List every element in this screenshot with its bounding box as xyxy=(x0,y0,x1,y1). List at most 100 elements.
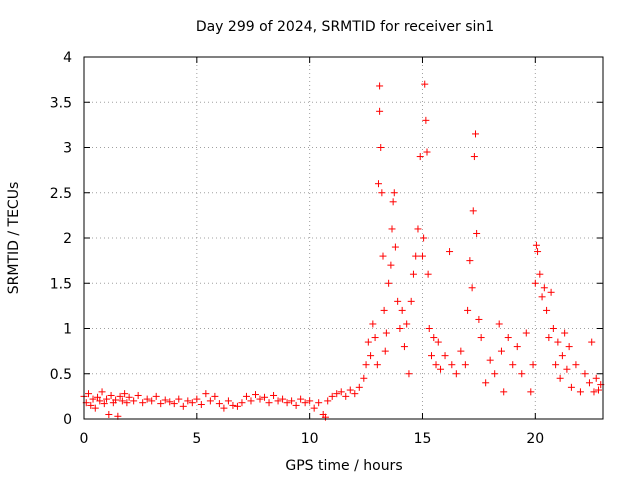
axis-ticks: 0 5 10 15 20 0 0.5 1 1.5 2 2.5 3 3.5 4 xyxy=(50,50,603,447)
data-point xyxy=(87,401,95,409)
data-point xyxy=(518,370,526,378)
data-point xyxy=(380,306,388,314)
data-point xyxy=(351,390,359,398)
data-point xyxy=(398,306,406,314)
data-point xyxy=(157,400,165,408)
data-point xyxy=(504,334,512,342)
data-point xyxy=(532,241,540,249)
data-point xyxy=(407,297,415,305)
data-point xyxy=(391,243,399,251)
x-tick-label: 5 xyxy=(192,431,201,447)
data-point xyxy=(184,397,192,405)
data-point xyxy=(513,343,521,351)
data-point xyxy=(105,410,113,418)
data-point xyxy=(387,261,395,269)
data-point xyxy=(466,257,474,265)
data-point xyxy=(376,82,384,90)
data-point xyxy=(545,334,553,342)
data-point xyxy=(292,401,300,409)
data-point xyxy=(482,379,490,387)
data-point xyxy=(491,370,499,378)
data-point xyxy=(403,320,411,328)
data-point xyxy=(283,399,291,407)
y-tick-label: 0.5 xyxy=(50,367,72,383)
data-point xyxy=(197,401,205,409)
y-tick-label: 3 xyxy=(63,141,72,157)
data-point xyxy=(381,347,389,355)
data-point xyxy=(394,297,402,305)
data-point xyxy=(588,338,596,346)
x-tick-label: 10 xyxy=(301,431,319,447)
data-point xyxy=(112,396,120,404)
data-point xyxy=(405,370,413,378)
data-point xyxy=(538,293,546,301)
data-point xyxy=(373,361,381,369)
x-tick-label: 0 xyxy=(80,431,89,447)
data-point xyxy=(116,392,124,400)
plot-frame xyxy=(83,56,604,420)
data-point xyxy=(130,397,138,405)
data-point xyxy=(251,391,259,399)
data-point xyxy=(423,148,431,156)
data-point xyxy=(470,153,478,161)
data-point xyxy=(256,395,264,403)
data-point xyxy=(422,116,430,124)
data-point xyxy=(261,393,269,401)
data-point xyxy=(563,365,571,373)
data-point xyxy=(382,329,390,337)
data-point xyxy=(475,315,483,323)
data-point xyxy=(274,397,282,405)
data-point xyxy=(420,234,428,242)
data-point xyxy=(421,80,429,88)
y-tick-label: 4 xyxy=(63,50,72,66)
data-point xyxy=(468,284,476,292)
data-point xyxy=(549,325,557,332)
data-point xyxy=(297,395,305,403)
data-point xyxy=(211,392,219,400)
data-point xyxy=(379,252,387,260)
data-point xyxy=(376,107,384,115)
data-point xyxy=(328,392,336,400)
data-point xyxy=(561,329,569,337)
data-point xyxy=(265,399,273,407)
data-point xyxy=(152,392,160,400)
data-point xyxy=(94,393,102,401)
data-point xyxy=(547,288,555,296)
data-point xyxy=(324,397,332,405)
data-point xyxy=(388,225,396,233)
data-point xyxy=(500,388,508,396)
data-point xyxy=(306,397,314,405)
y-tick-label: 3.5 xyxy=(50,95,72,111)
data-point xyxy=(333,390,341,398)
data-point xyxy=(581,370,589,378)
y-tick-label: 1 xyxy=(63,322,72,338)
data-point xyxy=(170,400,178,408)
data-point xyxy=(279,395,287,403)
data-point xyxy=(540,284,548,292)
data-point xyxy=(355,383,363,391)
data-point xyxy=(321,413,329,421)
data-point xyxy=(389,198,397,206)
data-point xyxy=(342,392,350,400)
data-point xyxy=(337,388,345,396)
data-point xyxy=(103,395,111,403)
grid xyxy=(84,57,603,419)
data-point xyxy=(270,391,278,399)
data-point xyxy=(585,379,593,387)
data-point xyxy=(437,365,445,373)
data-point xyxy=(432,361,440,369)
data-point xyxy=(497,347,505,355)
data-point xyxy=(414,225,422,233)
data-point xyxy=(558,352,566,360)
data-point xyxy=(100,400,108,408)
data-point xyxy=(367,352,375,360)
x-axis-label: GPS time / hours xyxy=(285,458,402,474)
data-point xyxy=(310,404,318,412)
data-point xyxy=(107,391,115,399)
data-point xyxy=(121,390,129,398)
data-point xyxy=(369,320,377,328)
data-point xyxy=(552,361,560,369)
data-point xyxy=(425,325,433,332)
data-point xyxy=(464,306,472,314)
